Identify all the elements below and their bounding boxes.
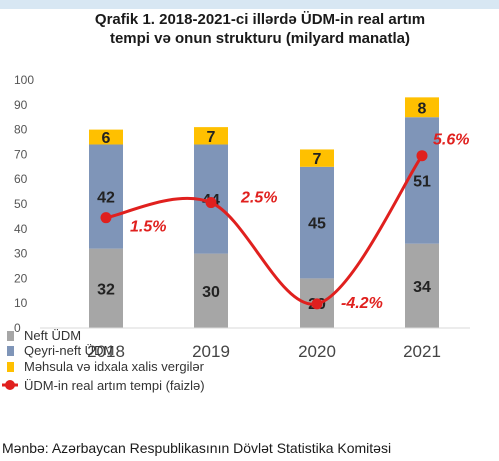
- y-tick-label-30: 30: [14, 247, 28, 261]
- growth-rate-point-2019: [205, 197, 217, 209]
- segment-value-label-2018-3: 6: [102, 130, 111, 147]
- bar-segment-2021-2: [405, 117, 439, 244]
- bar-segment-2018-2: [89, 144, 123, 249]
- y-tick-label-0: 0: [14, 321, 21, 335]
- growth-rate-curve: [105, 154, 424, 306]
- segment-value-label-2020-3: 7: [313, 151, 322, 168]
- segment-value-label-2021-1: 34: [413, 279, 431, 296]
- growth-rate-label-2018: 1.5%: [130, 219, 166, 236]
- chart-title: Qrafik 1. 2018-2021-ci illərdə ÜDM-in re…: [40, 10, 480, 48]
- bar-segment-2018-1: [89, 248, 123, 328]
- bar-stack-2018: [89, 129, 123, 328]
- y-tick-label-90: 90: [14, 98, 28, 112]
- x-tick-label-2020: 2020: [298, 342, 336, 361]
- bar-stack-2021: [405, 97, 439, 328]
- chart-title-line-2: tempi və onun strukturu (milyard manatla…: [109, 30, 411, 47]
- x-tick-label-2021: 2021: [403, 342, 441, 361]
- segment-value-label-2021-3: 8: [418, 100, 427, 117]
- legend-label-4: ÜDM-in real artım tempi (faizlə): [24, 378, 205, 393]
- growth-rate-label-2021: 5.6%: [433, 132, 469, 149]
- bar-segment-2021-3: [405, 97, 439, 118]
- y-tick-label-60: 60: [14, 172, 28, 186]
- growth-rate-label-2019: 2.5%: [240, 190, 277, 207]
- growth-rate-line: 1.5% 2.5% -4.2% 5.6%: [100, 132, 469, 312]
- bar-segment-2019-1: [194, 253, 228, 328]
- growth-rate-point-2021: [416, 150, 428, 162]
- segment-value-label-2018-2: 42: [97, 190, 115, 207]
- segment-value-label-2018-1: 32: [97, 281, 115, 298]
- growth-rate-point-2018: [100, 212, 112, 224]
- bar-segment-2019-3: [194, 127, 228, 145]
- segment-value-label-2020-2: 45: [308, 216, 326, 233]
- y-axis: 0 10 20 30 40 50 60 70 80 90 100: [14, 73, 34, 335]
- legend-label-1: Neft ÜDM: [24, 328, 81, 343]
- bar-segment-2020-2: [300, 166, 334, 279]
- legend-label-2: Qeyri-neft ÜDM: [24, 343, 114, 358]
- legend-swatch-2: [7, 346, 14, 356]
- chart-title-line-1: Qrafik 1. 2018-2021-ci illərdə ÜDM-in re…: [94, 11, 426, 28]
- bar-segment-2021-1: [405, 243, 439, 328]
- growth-rate-point-2020: [311, 298, 323, 310]
- bar-stack-2019: [194, 127, 228, 328]
- legend-swatch-3: [7, 362, 14, 372]
- segment-value-label-2019-1: 30: [202, 284, 220, 301]
- bar-segment-2018-3: [89, 129, 123, 145]
- source-note: Mənbə: Azərbaycan Respublikasının Dövlət…: [2, 440, 392, 456]
- y-tick-label-20: 20: [14, 271, 28, 285]
- y-tick-label-70: 70: [14, 147, 28, 161]
- y-tick-label-10: 10: [14, 296, 28, 310]
- x-axis: 2018 2019 2020 2021: [40, 327, 470, 361]
- legend-swatch-1: [7, 331, 14, 341]
- bar-segment-2020-3: [300, 149, 334, 167]
- segment-value-label-2019-3: 7: [207, 129, 216, 146]
- legend-label-3: Məhsula və idxala xalis vergilər: [24, 359, 205, 374]
- x-tick-label-2018: 2018: [87, 342, 125, 361]
- y-tick-label-80: 80: [14, 123, 28, 137]
- segment-value-label-2021-2: 51: [413, 173, 431, 190]
- y-tick-label-50: 50: [14, 197, 28, 211]
- y-tick-label-100: 100: [14, 73, 34, 87]
- x-tick-label-2019: 2019: [192, 342, 230, 361]
- growth-rate-label-2020: -4.2%: [341, 295, 383, 312]
- bars: 32426304472045734518: [89, 97, 439, 328]
- y-tick-label-40: 40: [14, 222, 28, 236]
- legend-line-marker: [5, 380, 15, 390]
